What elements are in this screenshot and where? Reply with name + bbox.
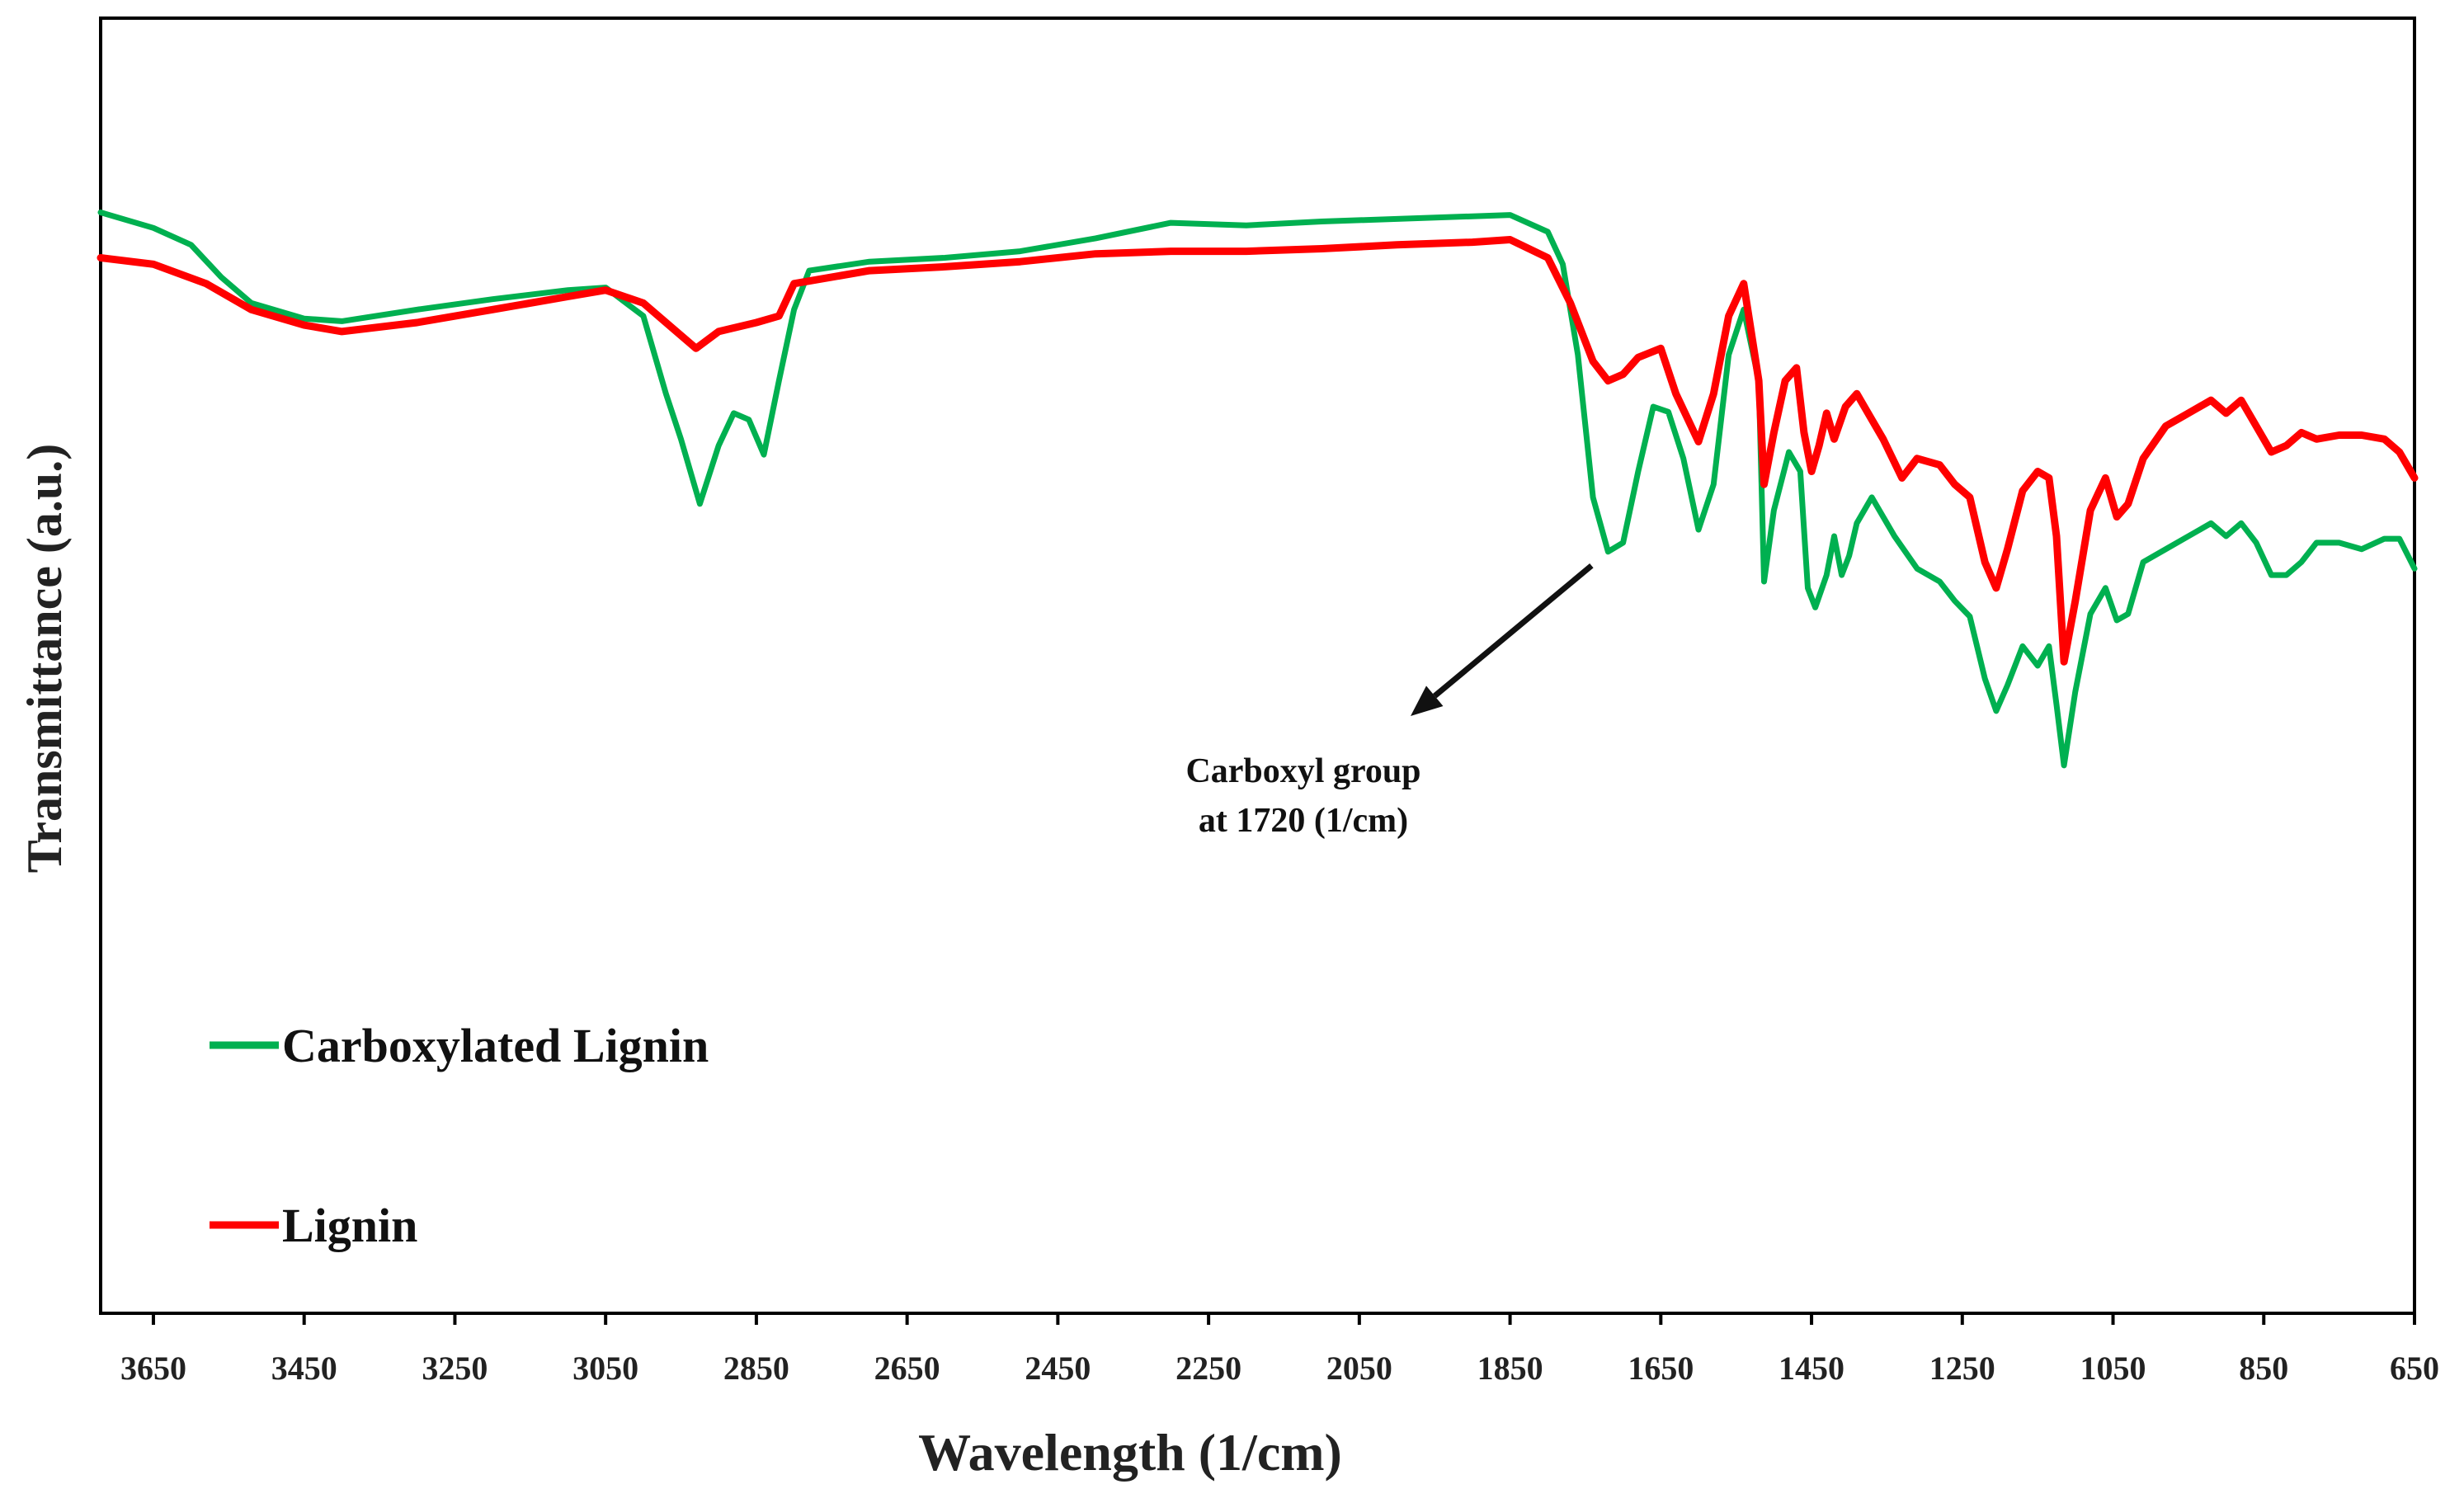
series-line-lignin	[97, 236, 2419, 666]
x-axis-title: Wavelength (1/cm)	[918, 1423, 1342, 1482]
annotation-line-1: Carboxyl group	[1185, 752, 1420, 790]
legend-label-carboxylated-lignin: Carboxylated Lignin	[282, 1019, 709, 1072]
x-tick-label-2850: 2850	[723, 1350, 789, 1387]
x-tick-label-2450: 2450	[1025, 1350, 1091, 1387]
x-axis-ticks	[151, 1313, 2416, 1325]
annotation-line-2: at 1720 (1/cm)	[1199, 802, 1408, 840]
x-tick-label-1450: 1450	[1779, 1350, 1844, 1387]
x-tick-label-3450: 3450	[271, 1350, 337, 1387]
x-tick-label-1850: 1850	[1477, 1350, 1543, 1387]
legend-label-lignin: Lignin	[282, 1199, 417, 1252]
x-tick-label-2250: 2250	[1175, 1350, 1241, 1387]
x-tick-label-3050: 3050	[572, 1350, 638, 1387]
x-tick-label-650: 650	[2390, 1350, 2439, 1387]
series-layer	[97, 210, 2419, 769]
x-axis-tick-labels: 3650 3450 3250 3050 2850 2650 2450 2250 2050 1850…	[120, 1350, 2439, 1387]
legend: Carboxylated Lignin Lignin	[210, 1019, 709, 1252]
x-tick-label-850: 850	[2239, 1350, 2288, 1387]
x-tick-label-2050: 2050	[1326, 1350, 1392, 1387]
plot-frame	[99, 16, 2416, 1315]
x-tick-label-2650: 2650	[874, 1350, 940, 1387]
x-tick-label-3650: 3650	[120, 1350, 186, 1387]
y-axis-title: Transmittance (a.u.)	[17, 444, 72, 874]
x-tick-label-1050: 1050	[2080, 1350, 2146, 1387]
annotation: Carboxyl group at 1720 (1/cm)	[1185, 563, 1594, 840]
x-tick-label-3250: 3250	[422, 1350, 488, 1387]
annotation-arrowhead	[1411, 686, 1444, 716]
x-tick-label-1250: 1250	[1929, 1350, 1995, 1387]
annotation-arrow	[1432, 563, 1594, 699]
series-line-carboxylated-lignin	[97, 210, 2418, 769]
x-tick-label-1650: 1650	[1628, 1350, 1694, 1387]
